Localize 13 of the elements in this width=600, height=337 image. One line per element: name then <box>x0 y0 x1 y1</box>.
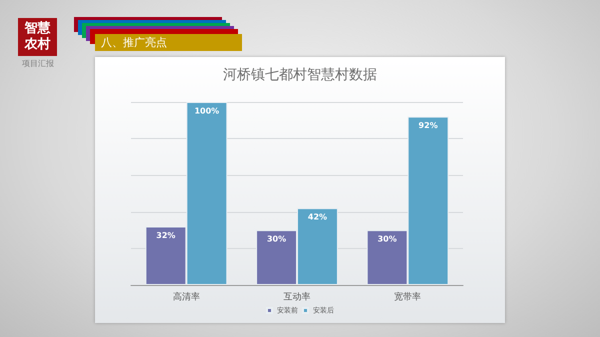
chart-title: 河桥镇七都村智慧村数据 <box>223 67 377 83</box>
data-label: 30% <box>378 234 397 244</box>
data-label: 92% <box>418 121 438 130</box>
data-label: 32% <box>156 230 176 240</box>
text: 八、推广亮点 <box>95 34 242 51</box>
text: 项目汇报 <box>21 58 55 69</box>
x-tick-label: 宽带率 <box>394 292 422 302</box>
x-tick-label: 高清率 <box>172 292 200 302</box>
text: 智慧农村 <box>23 21 52 53</box>
data-label: 100% <box>194 106 220 116</box>
x-tick-label: 互动率 <box>284 292 310 302</box>
data-label: 42% <box>308 212 328 222</box>
data-label: 30% <box>266 234 286 244</box>
